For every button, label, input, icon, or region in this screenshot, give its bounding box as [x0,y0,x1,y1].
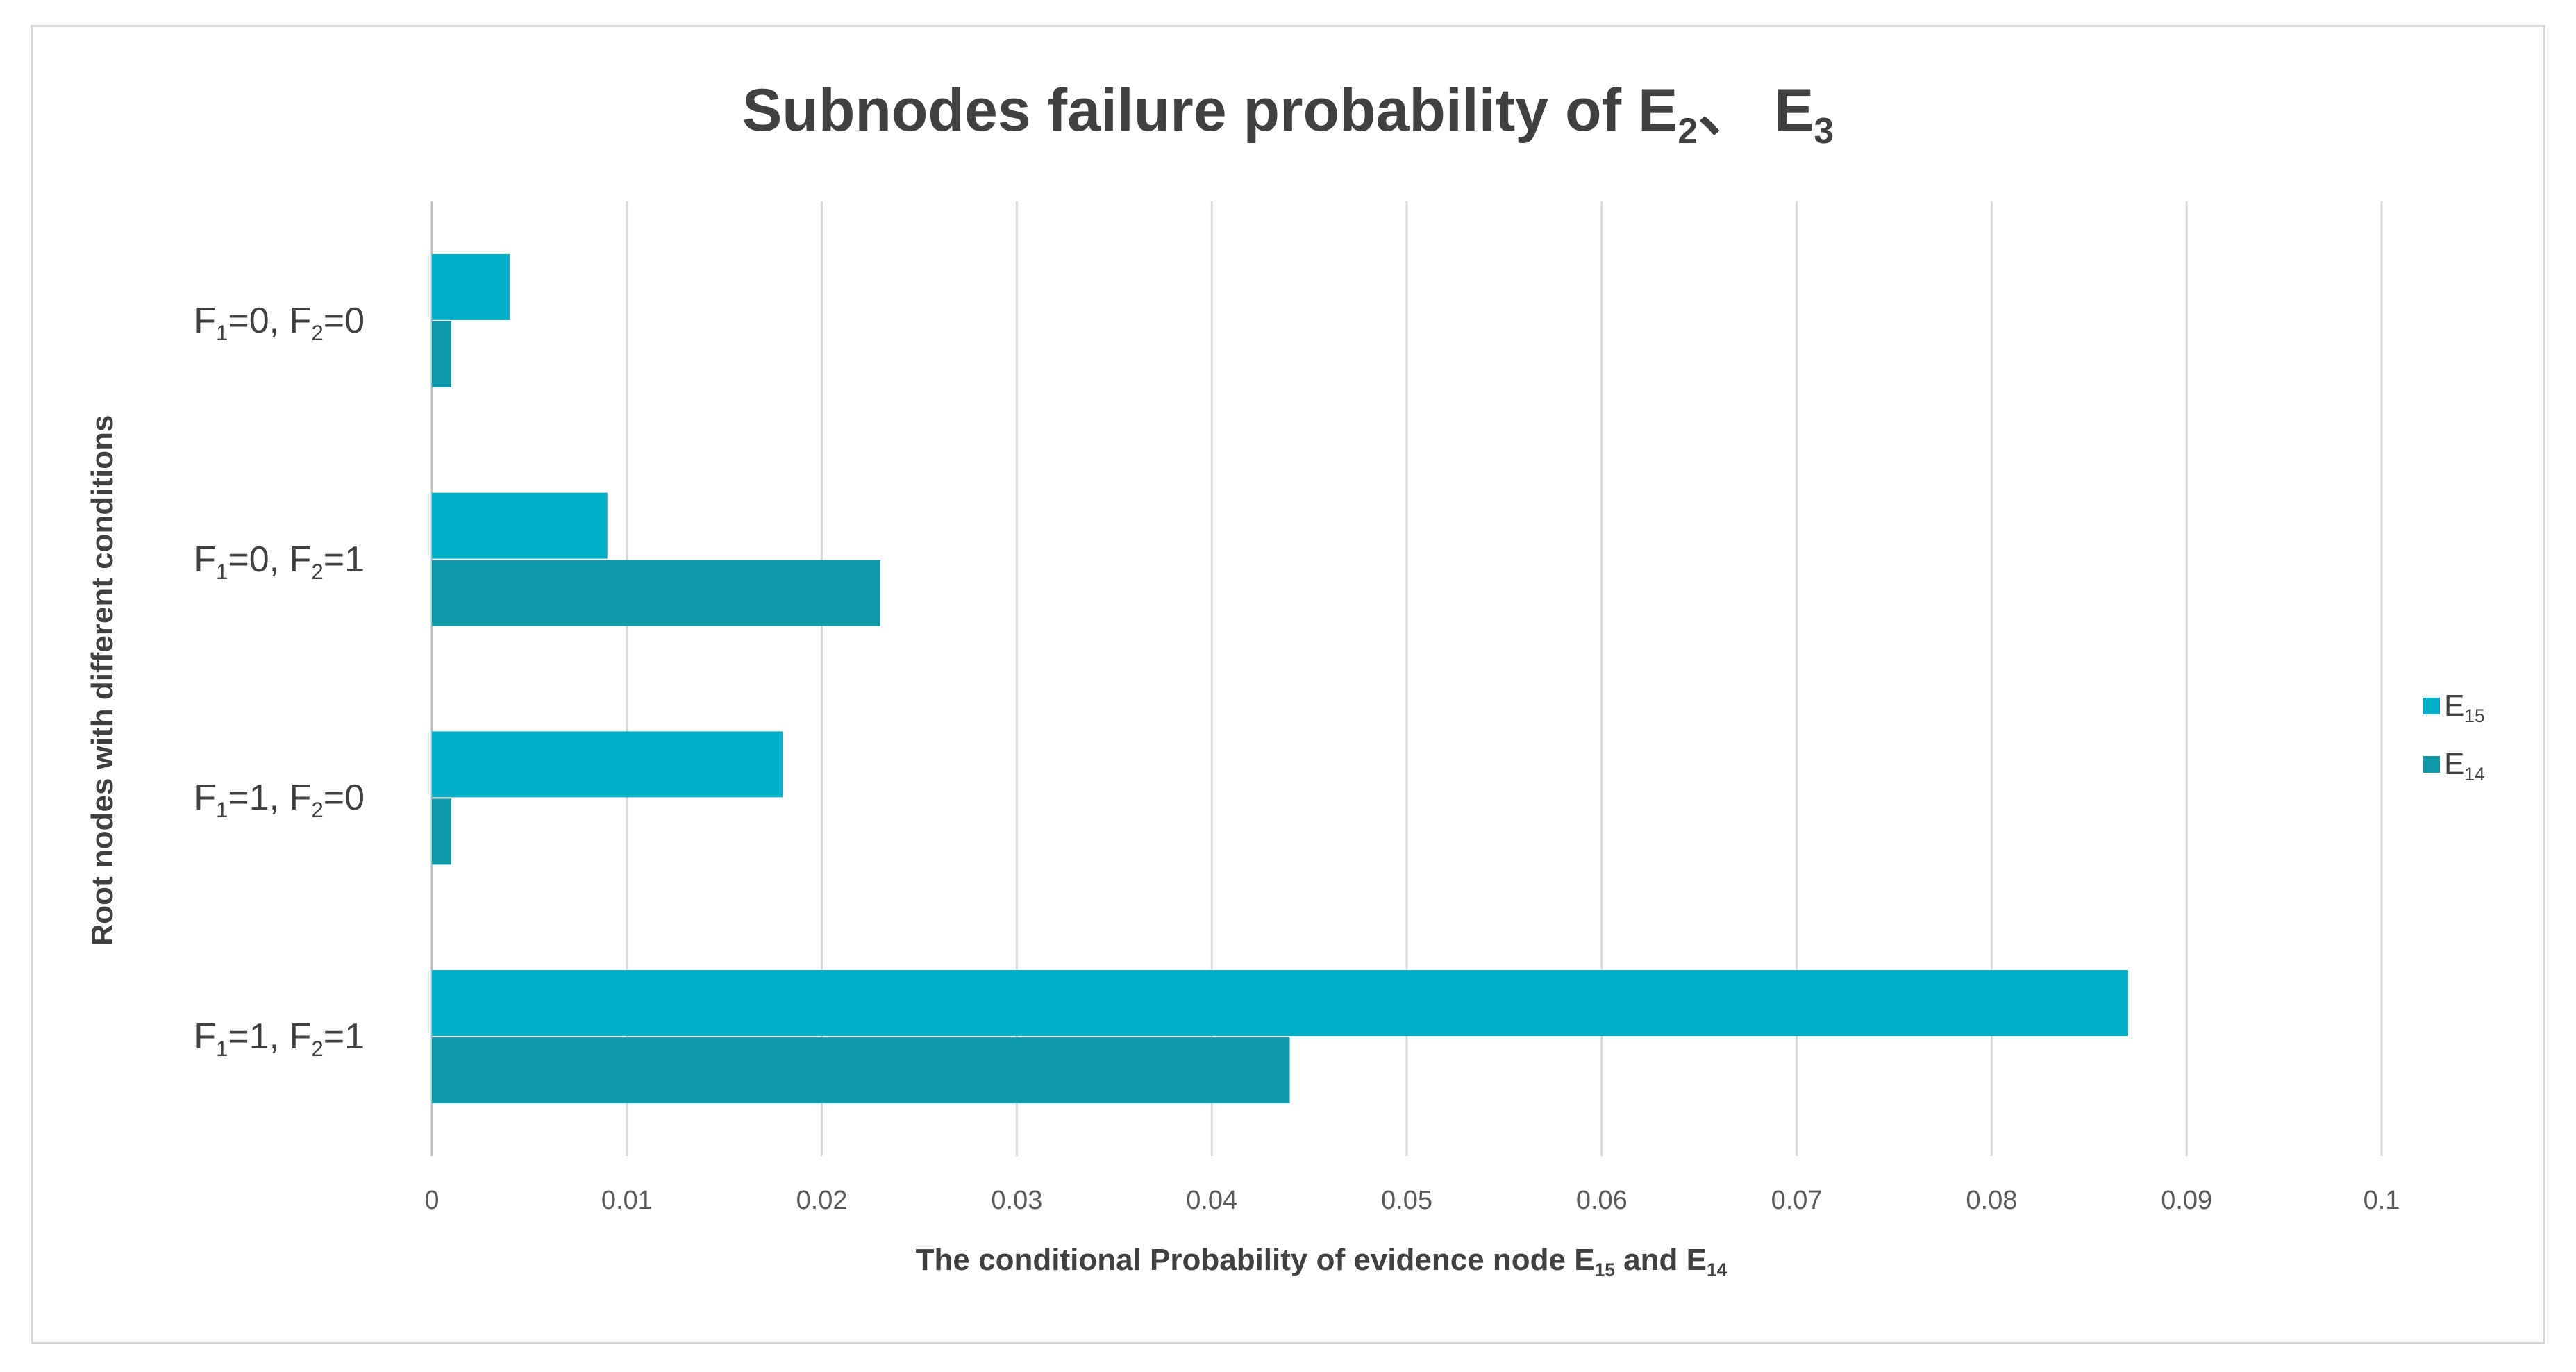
legend-swatch [2423,756,2440,773]
bar-e15-2 [432,492,608,559]
x-tick-label: 0.03 [991,1186,1043,1215]
legend: E15 E14 [2423,677,2485,794]
bar-e14-4 [432,1037,1290,1104]
x-tick-label: 0.09 [2161,1186,2213,1215]
legend-label: E14 [2444,747,2485,785]
x-tick-label: 0.06 [1575,1186,1628,1215]
category-label: F1=1, F2=1 [194,1017,365,1062]
x-tick-label: 0.1 [2363,1186,2400,1215]
x-tick-label: 0.05 [1381,1186,1432,1215]
x-tick-label: 0.01 [601,1186,653,1215]
legend-swatch [2423,698,2440,714]
bar-e15-1 [432,253,510,320]
x-axis-title: The conditional Probability of evidence … [915,1243,1728,1281]
chart-title: Subnodes failure probability of E2、 E3 [742,77,1834,151]
legend-item: E15 [2423,677,2485,735]
x-tick-label: 0.02 [796,1186,848,1215]
category-label: F1=0, F2=0 [194,300,365,345]
x-tick-label: 0.07 [1771,1186,1823,1215]
bar-e15-3 [432,731,783,798]
bar-e14-3 [432,798,452,865]
bar-e14-2 [432,560,880,626]
category-label: F1=0, F2=1 [194,539,365,584]
legend-item: E14 [2423,735,2485,794]
chart-frame [31,25,2545,1344]
bar-e14-1 [432,321,452,387]
bar-e15-4 [432,970,2128,1037]
legend-label: E15 [2444,689,2485,727]
category-label: F1=1, F2=0 [194,778,365,823]
x-tick-label: 0 [424,1186,440,1215]
x-tick-label: 0.04 [1186,1186,1238,1215]
y-axis-title: Root nodes with different conditions [85,415,119,946]
x-tick-label: 0.08 [1966,1186,2018,1215]
